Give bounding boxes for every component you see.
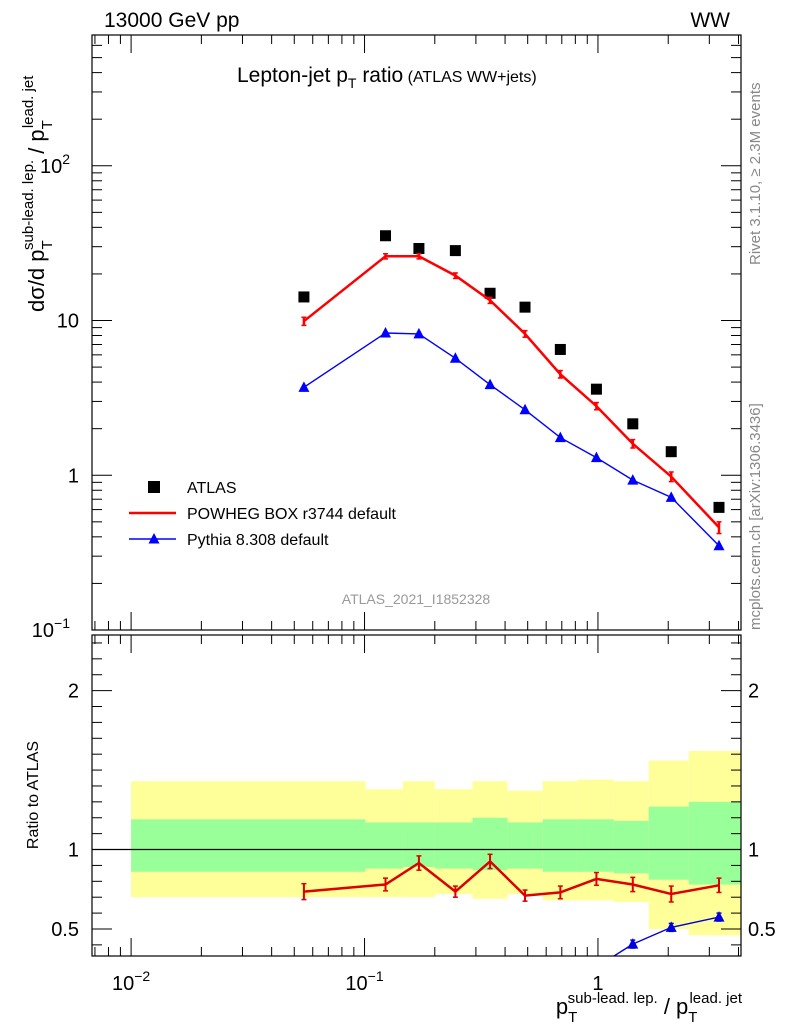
ratio-point: [591, 961, 602, 972]
ratio-point: [665, 921, 677, 932]
data-point: [713, 501, 725, 513]
rivet-label: Rivet 3.1.10, ≥ 2.3M events: [747, 83, 764, 266]
chart-title: Lepton-jet pT ratio (ATLAS WW+jets): [237, 64, 537, 91]
ratio-series-powheg: [301, 853, 722, 903]
band-inner: [131, 819, 366, 872]
band-inner: [507, 822, 543, 869]
band-inner: [577, 819, 614, 872]
data-point: [665, 446, 677, 458]
band-inner: [434, 822, 473, 869]
band-inner: [648, 806, 689, 880]
ratio-point: [713, 911, 725, 922]
x-tick-label: 10−2: [112, 968, 150, 995]
data-point: [413, 243, 425, 255]
ratio-series-pythia: [591, 911, 725, 972]
band-inner: [688, 801, 741, 885]
side-labels: Rivet 3.1.10, ≥ 2.3M events mcplots.cern…: [747, 83, 764, 631]
series-triangle: [298, 327, 725, 551]
legend-label: Pythia 8.308 default: [187, 532, 329, 549]
band-inner: [542, 819, 578, 872]
y-tick-label: 102: [40, 151, 70, 178]
main-panel: Lepton-jet pT ratio (ATLAS WW+jets) ATLAS…: [20, 34, 742, 642]
header-right-label: WW: [690, 9, 730, 32]
series-line: [303, 255, 720, 529]
ratio-ylabel: Ratio to ATLAS: [25, 741, 42, 849]
data-point: [519, 403, 531, 415]
legend: ATLAS POWHEG BOX r3744 default Pythia 8.30…: [129, 480, 397, 549]
band-inner: [613, 820, 649, 874]
mcplots-label: mcplots.cern.ch [arXiv:1306.3436]: [747, 403, 764, 630]
ratio-y-tick-label-right: 0.5: [748, 919, 776, 941]
data-point: [484, 378, 496, 390]
main-ticks: [92, 34, 741, 631]
ratio-y-tick-label-left: 2: [68, 681, 79, 703]
data-point: [627, 418, 639, 430]
y-tick-label: 1: [68, 465, 79, 487]
series-line: [301, 253, 722, 535]
data-point: [380, 230, 392, 242]
y-tick-label: 10: [57, 311, 79, 333]
x-tick-label: 1: [592, 973, 603, 995]
legend-label: POWHEG BOX r3744 default: [187, 506, 397, 523]
data-point: [449, 245, 461, 257]
data-point: [713, 539, 725, 551]
ratio-panel: 0.5 0.5 1 1 2 2 10−2 10−1 1 Ratio to ATLAS pTsub-l…: [25, 634, 776, 1024]
data-point: [554, 343, 566, 355]
ratio-y-tick-label-right: 2: [748, 681, 759, 703]
x-tick-label: 10−1: [345, 968, 383, 995]
band-inner: [365, 822, 403, 869]
main-frame: [91, 34, 742, 631]
main-ylabel: dσ/d pTsub-lead. lep. / pTlead. jet: [20, 75, 56, 312]
series-square: [298, 230, 725, 513]
ratio-ticks: [92, 635, 741, 956]
watermark: ATLAS_2021_I1852328: [342, 591, 491, 607]
xlabel: pTsub-lead. lep. / pTlead. jet: [556, 990, 743, 1024]
data-point: [519, 301, 531, 313]
uncertainty-bands: [131, 751, 741, 936]
legend-marker-pythia: [148, 533, 160, 544]
data-point: [380, 327, 392, 338]
header-left-label: 13000 GeV pp: [104, 9, 239, 32]
data-point: [449, 352, 461, 363]
y-tick-label: 10−1: [32, 615, 70, 642]
data-point: [665, 491, 677, 502]
data-point: [590, 451, 602, 463]
ratio-point: [627, 938, 639, 949]
ratio-y-tick-label-right: 1: [748, 840, 759, 862]
data-point: [627, 474, 639, 485]
data-point: [484, 287, 496, 299]
data-point: [298, 291, 310, 303]
ratio-y-tick-label-left: 1: [68, 840, 79, 862]
data-point: [298, 381, 310, 392]
data-point: [590, 383, 602, 395]
header: 13000 GeV pp WW: [104, 9, 730, 32]
ratio-y-tick-label-left: 0.5: [51, 919, 79, 941]
legend-label: ATLAS: [187, 480, 237, 497]
data-point: [413, 327, 425, 339]
legend-marker-atlas: [148, 481, 160, 493]
ratio-frame: [91, 634, 742, 957]
data-point: [554, 431, 566, 443]
